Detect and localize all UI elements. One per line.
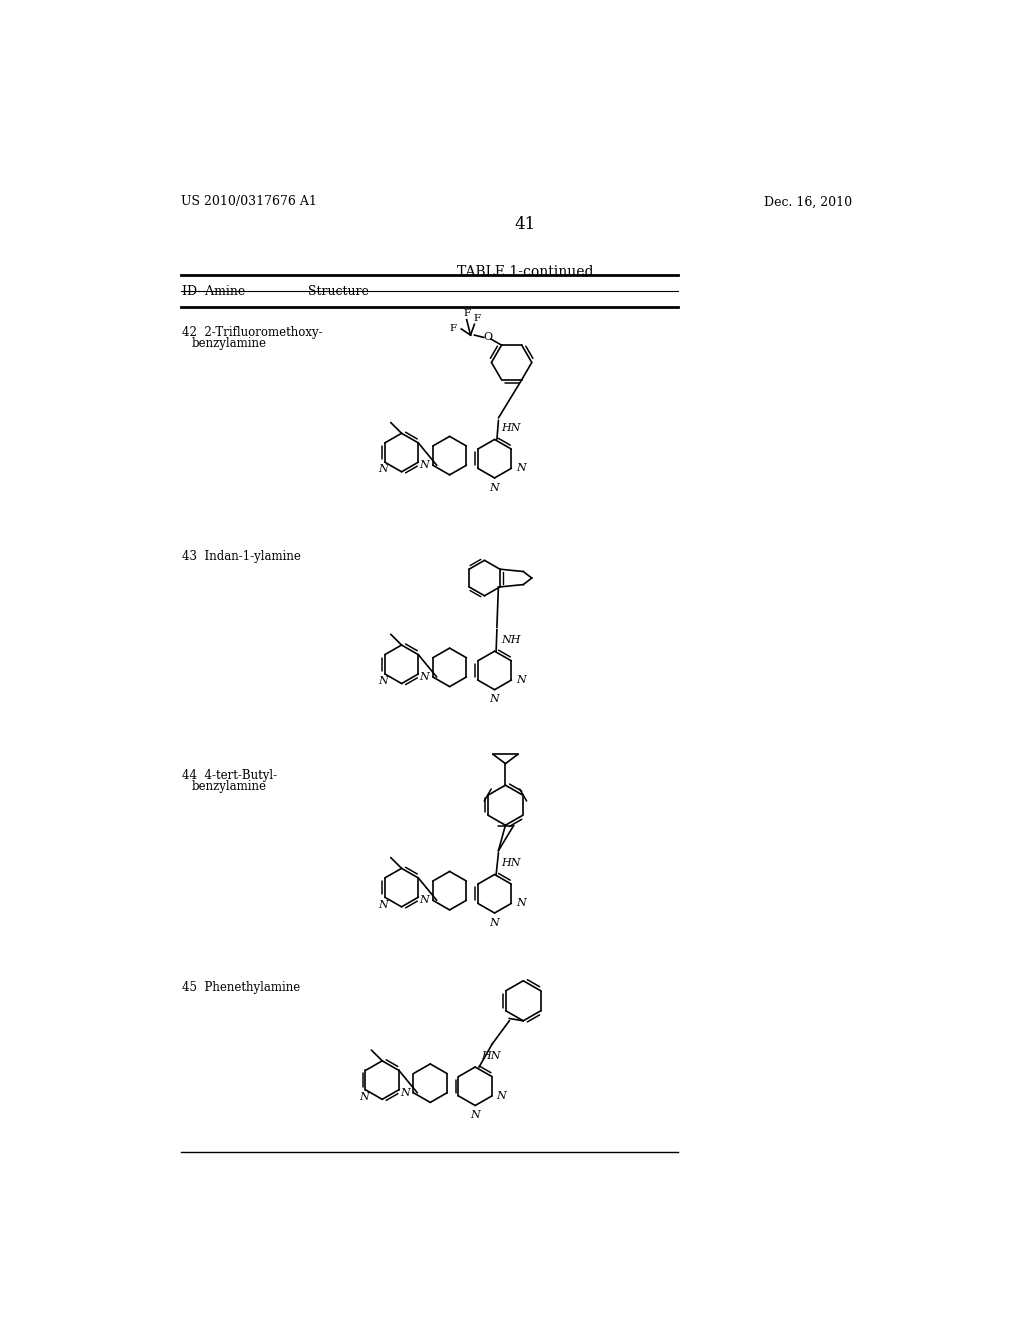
Text: N: N: [497, 1090, 507, 1101]
Text: 43  Indan-1-ylamine: 43 Indan-1-ylamine: [182, 549, 301, 562]
Text: N: N: [516, 675, 525, 685]
Text: US 2010/0317676 A1: US 2010/0317676 A1: [180, 195, 316, 209]
Text: N: N: [516, 899, 525, 908]
Text: N: N: [489, 694, 500, 705]
Text: N: N: [399, 1088, 410, 1098]
Text: N: N: [516, 463, 525, 474]
Text: F: F: [463, 309, 470, 318]
Text: benzylamine: benzylamine: [191, 337, 266, 350]
Text: N: N: [419, 895, 429, 906]
Text: N: N: [379, 899, 388, 909]
Text: HN: HN: [501, 424, 520, 433]
Text: NH: NH: [501, 635, 520, 645]
Text: N: N: [470, 1110, 480, 1121]
Text: TABLE 1-continued: TABLE 1-continued: [457, 264, 593, 279]
Text: 45  Phenethylamine: 45 Phenethylamine: [182, 981, 300, 994]
Text: 44  4-tert-Butyl-: 44 4-tert-Butyl-: [182, 770, 278, 781]
Text: ID  Amine: ID Amine: [182, 285, 246, 298]
Text: 41: 41: [514, 216, 536, 234]
Text: N: N: [359, 1092, 369, 1102]
Text: F: F: [450, 325, 457, 334]
Text: N: N: [419, 672, 429, 682]
Text: 42  2-Trifluoromethoxy-: 42 2-Trifluoromethoxy-: [182, 326, 323, 339]
Text: HN: HN: [501, 858, 520, 869]
Text: N: N: [379, 676, 388, 686]
Text: Dec. 16, 2010: Dec. 16, 2010: [764, 195, 852, 209]
Text: Structure: Structure: [308, 285, 369, 298]
Text: N: N: [489, 917, 500, 928]
Text: O: O: [483, 333, 493, 342]
Text: HN: HN: [481, 1051, 501, 1061]
Text: benzylamine: benzylamine: [191, 780, 266, 793]
Text: N: N: [489, 483, 500, 492]
Text: N: N: [379, 465, 388, 474]
Text: N: N: [419, 461, 429, 470]
Text: F: F: [473, 314, 480, 322]
